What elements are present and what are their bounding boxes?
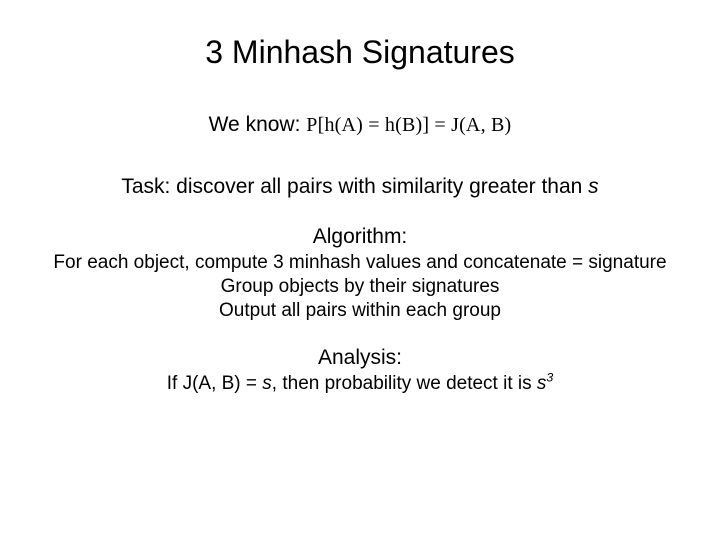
slide-title: 3 Minhash Signatures bbox=[0, 34, 720, 71]
task-line: Task: discover all pairs with similarity… bbox=[0, 175, 720, 199]
algo-line-3: Output all pairs within each group bbox=[0, 299, 720, 323]
analysis-prefix: If J(A, B) = bbox=[167, 373, 263, 394]
analysis-label: Analysis: bbox=[0, 346, 720, 370]
probability-formula: P[h(A) = h(B)] = J(A, B) bbox=[306, 114, 511, 136]
algo-line-2: Group objects by their signatures bbox=[0, 275, 720, 299]
algo-line-1: For each object, compute 3 minhash value… bbox=[0, 251, 720, 275]
slide: 3 Minhash Signatures We know: P[h(A) = h… bbox=[0, 0, 720, 540]
we-know-label: We know: bbox=[209, 113, 307, 136]
algorithm-block: Algorithm: For each object, compute 3 mi… bbox=[0, 225, 720, 322]
analysis-mid: , then probability we detect it is bbox=[272, 373, 537, 394]
analysis-line: If J(A, B) = s, then probability we dete… bbox=[0, 372, 720, 396]
algorithm-label: Algorithm: bbox=[0, 225, 720, 249]
task-text: Task: discover all pairs with similarity… bbox=[121, 175, 588, 198]
analysis-var-s1: s bbox=[262, 373, 272, 394]
we-know-line: We know: P[h(A) = h(B)] = J(A, B) bbox=[0, 113, 720, 137]
analysis-block: Analysis: If J(A, B) = s, then probabili… bbox=[0, 346, 720, 396]
task-variable-s: s bbox=[588, 175, 599, 198]
analysis-var-s2: s bbox=[537, 373, 547, 394]
analysis-exponent: 3 bbox=[546, 371, 553, 385]
